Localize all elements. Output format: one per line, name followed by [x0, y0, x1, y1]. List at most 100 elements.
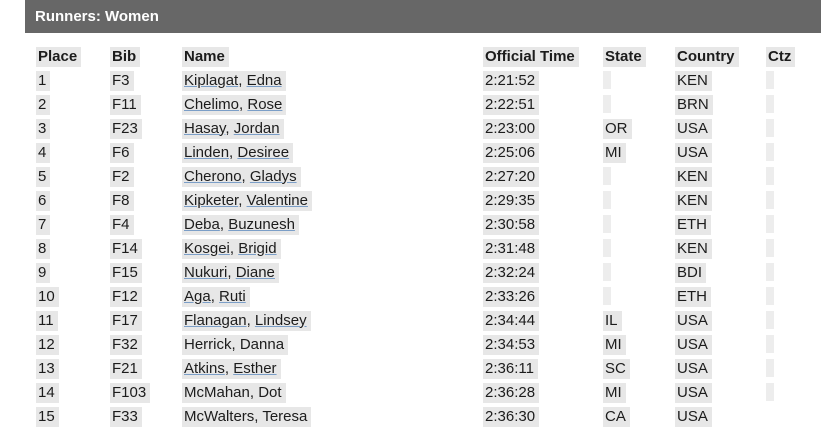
- ctz-value: [766, 263, 774, 282]
- state-cell: [603, 260, 675, 284]
- country-cell: BDI: [675, 260, 766, 284]
- name-cell: Flanagan, Lindsey: [182, 308, 483, 332]
- country-value: USA: [675, 118, 712, 139]
- col-header-ctz: Ctz: [766, 44, 821, 68]
- runner-link[interactable]: Kosgei, Brigid: [184, 239, 277, 257]
- state-cell: MI: [603, 332, 675, 356]
- col-header-state: State: [603, 44, 675, 68]
- ctz-cell: [766, 92, 821, 116]
- runner-link[interactable]: Nukuri, Diane: [184, 263, 275, 281]
- country-cell: USA: [675, 332, 766, 356]
- ctz-cell: [766, 68, 821, 92]
- country-cell: ETH: [675, 284, 766, 308]
- bib-value: F11: [110, 94, 141, 115]
- place-cell: 3: [36, 116, 110, 140]
- state-cell: [603, 92, 675, 116]
- ctz-cell: [766, 404, 821, 428]
- country-value: BRN: [675, 94, 713, 115]
- bib-value: F33: [110, 406, 142, 427]
- runner-link[interactable]: Hasay, Jordan: [184, 119, 280, 137]
- table-row: 3 F23 Hasay, Jordan 2:23:00 OR USA: [36, 116, 821, 140]
- table-row: 4 F6 Linden, Desiree 2:25:06 MI USA: [36, 140, 821, 164]
- name-value: Atkins, Esther: [182, 358, 281, 379]
- table-row: 12 F32 Herrick, Danna 2:34:53 MI USA: [36, 332, 821, 356]
- table-row: 5 F2 Cherono, Gladys 2:27:20 KEN: [36, 164, 821, 188]
- col-header-country-label: Country: [675, 46, 739, 67]
- time-value: 2:25:06: [483, 142, 540, 163]
- place-cell: 4: [36, 140, 110, 164]
- bib-cell: F103: [110, 380, 182, 404]
- ctz-cell: [766, 236, 821, 260]
- ctz-cell: [766, 212, 821, 236]
- time-cell: 2:36:11: [483, 356, 603, 380]
- place-value: 5: [36, 166, 51, 187]
- time-cell: 2:29:35: [483, 188, 603, 212]
- country-cell: KEN: [675, 68, 766, 92]
- name-cell: McWalters, Teresa: [182, 404, 483, 428]
- time-value: 2:34:44: [483, 310, 540, 331]
- state-value: [603, 239, 611, 258]
- bib-cell: F17: [110, 308, 182, 332]
- runner-link[interactable]: Linden, Desiree: [184, 143, 290, 161]
- bib-value: F15: [110, 262, 142, 283]
- runner-link[interactable]: Flanagan, Lindsey: [184, 311, 307, 329]
- bib-cell: F11: [110, 92, 182, 116]
- country-value: USA: [675, 142, 712, 163]
- col-header-name-label: Name: [182, 46, 229, 67]
- runner-link[interactable]: Kipketer, Valentine: [184, 191, 308, 209]
- country-cell: USA: [675, 116, 766, 140]
- ctz-value: [766, 95, 774, 114]
- country-value: USA: [675, 334, 712, 355]
- place-value: 2: [36, 94, 51, 115]
- state-cell: CA: [603, 404, 675, 428]
- bib-value: F6: [110, 142, 134, 163]
- time-cell: 2:36:28: [483, 380, 603, 404]
- runner-link[interactable]: Cherono, Gladys: [184, 167, 297, 185]
- name-value: Linden, Desiree: [182, 142, 294, 163]
- ctz-value: [766, 239, 774, 258]
- col-header-state-label: State: [603, 46, 646, 67]
- country-value: KEN: [675, 190, 712, 211]
- runner-link[interactable]: Aga, Ruti: [184, 287, 246, 305]
- time-value: 2:33:26: [483, 286, 540, 307]
- runner-link[interactable]: Atkins, Esther: [184, 359, 277, 377]
- place-cell: 1: [36, 68, 110, 92]
- table-row: 2 F11 Chelimo, Rose 2:22:51 BRN: [36, 92, 821, 116]
- country-value: USA: [675, 310, 712, 331]
- time-value: 2:29:35: [483, 190, 540, 211]
- place-value: 7: [36, 214, 51, 235]
- name-cell: Hasay, Jordan: [182, 116, 483, 140]
- table-row: 15 F33 McWalters, Teresa 2:36:30 CA USA: [36, 404, 821, 428]
- place-cell: 14: [36, 380, 110, 404]
- ctz-value: [766, 383, 774, 402]
- name-value: Cherono, Gladys: [182, 166, 301, 187]
- name-cell: Linden, Desiree: [182, 140, 483, 164]
- bib-value: F103: [110, 382, 151, 403]
- ctz-value: [766, 71, 774, 90]
- state-value: CA: [603, 406, 630, 427]
- name-value: Nukuri, Diane: [182, 262, 279, 283]
- time-value: 2:23:00: [483, 118, 540, 139]
- results-table: Place Bib Name Official Time State Count…: [36, 44, 821, 428]
- runner-link[interactable]: Chelimo, Rose: [184, 95, 283, 113]
- col-header-place-label: Place: [36, 46, 82, 67]
- ctz-cell: [766, 356, 821, 380]
- table-row: 8 F14 Kosgei, Brigid 2:31:48 KEN: [36, 236, 821, 260]
- bib-cell: F8: [110, 188, 182, 212]
- bib-value: F4: [110, 214, 134, 235]
- place-value: 8: [36, 238, 51, 259]
- table-row: 13 F21 Atkins, Esther 2:36:11 SC USA: [36, 356, 821, 380]
- ctz-value: [766, 191, 774, 210]
- state-value: [603, 215, 611, 234]
- name-value: Chelimo, Rose: [182, 94, 287, 115]
- country-value: ETH: [675, 286, 711, 307]
- country-cell: USA: [675, 356, 766, 380]
- bib-value: F21: [110, 358, 142, 379]
- time-value: 2:27:20: [483, 166, 540, 187]
- state-value: MI: [603, 382, 626, 403]
- state-cell: OR: [603, 116, 675, 140]
- runner-link[interactable]: Kiplagat, Edna: [184, 71, 282, 89]
- ctz-value: [766, 311, 774, 330]
- country-value: USA: [675, 358, 712, 379]
- runner-link[interactable]: Deba, Buzunesh: [184, 215, 295, 233]
